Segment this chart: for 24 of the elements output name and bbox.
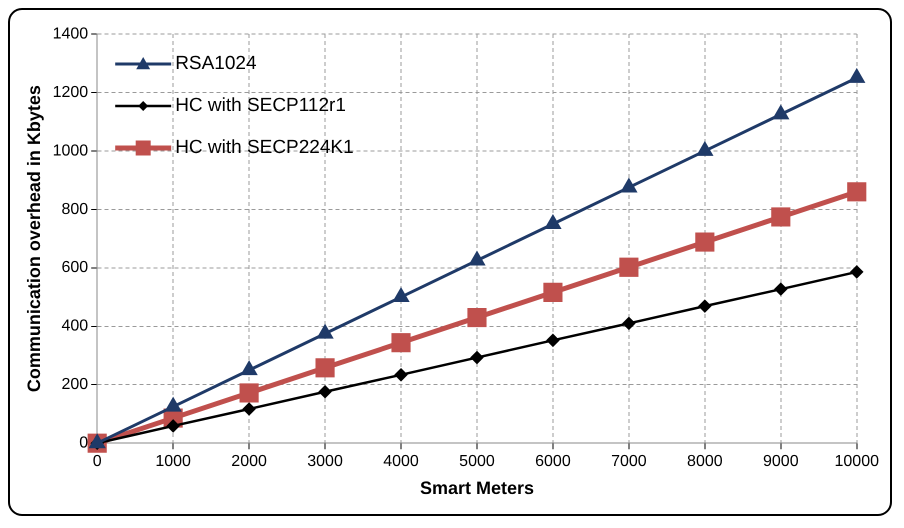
x-tick-label: 1000	[155, 453, 192, 470]
legend-label: RSA1024	[175, 53, 257, 74]
y-tick-label: 600	[61, 259, 88, 276]
y-tick-label: 800	[61, 200, 88, 218]
x-tick-label: 9000	[763, 453, 799, 470]
y-tick-label: 1400	[52, 25, 88, 42]
x-tick-label: 4000	[383, 453, 419, 470]
x-axis-title: Smart Meters	[420, 478, 534, 498]
x-tick-label: 8000	[687, 453, 723, 470]
x-tick-label: 7000	[611, 453, 647, 470]
x-tick-label: 2000	[231, 453, 268, 470]
legend-label: HC with SECP224K1	[175, 137, 354, 158]
x-tick-label: 3000	[307, 453, 343, 470]
x-tick-label: 5000	[459, 453, 495, 470]
y-tick-label: 0	[79, 434, 88, 452]
y-tick-label: 200	[61, 376, 88, 394]
y-axis-title: Communication overhead in Kbytes	[24, 85, 44, 392]
y-tick-label: 1000	[52, 142, 88, 160]
x-tick-label: 6000	[535, 453, 571, 470]
x-tick-label: 10000	[834, 453, 880, 470]
x-tick-label: 0	[92, 453, 102, 470]
y-tick-label: 1200	[52, 84, 88, 101]
y-tick-label: 400	[61, 318, 88, 335]
legend-label: HC with SECP112r1	[175, 95, 346, 116]
